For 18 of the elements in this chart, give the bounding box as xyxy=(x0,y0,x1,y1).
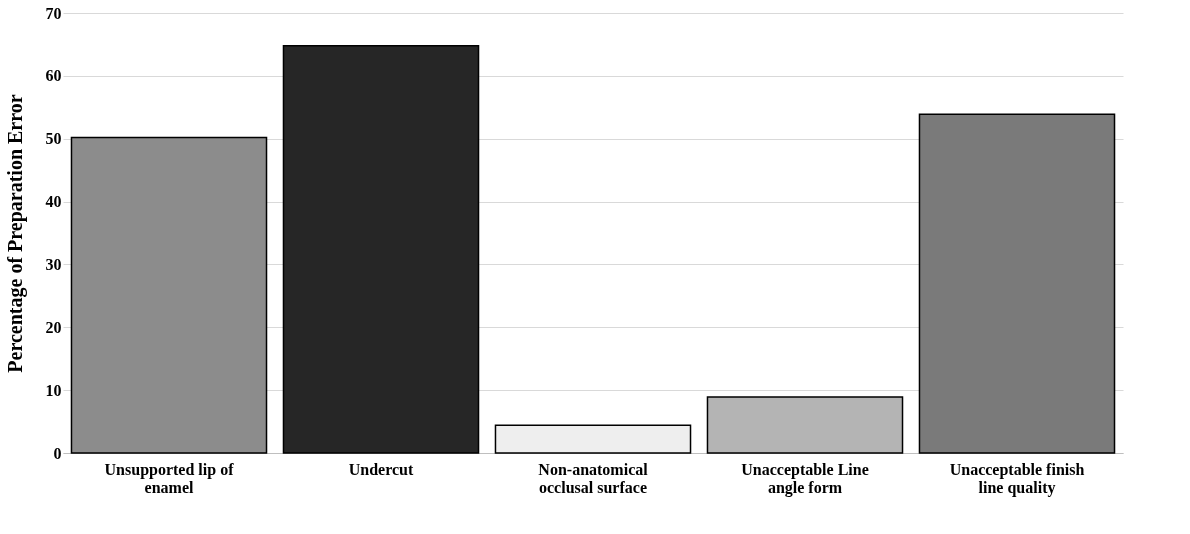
x-tick-label: Undercut xyxy=(348,460,414,478)
y-tick-label: 60 xyxy=(45,67,62,85)
x-tick-label: Non-anatomical occlusal surface xyxy=(538,460,649,496)
y-tick-label: 70 xyxy=(45,4,62,22)
bar xyxy=(282,44,480,454)
y-tick-label: 40 xyxy=(45,193,62,211)
y-tick-label: 10 xyxy=(45,381,62,399)
y-axis-title: Percentage of Preparation Error xyxy=(3,94,27,373)
y-tick-label: 30 xyxy=(45,255,62,273)
y-tick-label: 50 xyxy=(45,130,62,148)
bar xyxy=(918,113,1116,454)
bar xyxy=(70,136,268,454)
x-tick-label: Unacceptable finish line quality xyxy=(949,460,1085,497)
y-tick-label: 0 xyxy=(53,444,62,462)
y-tick-label: 20 xyxy=(45,318,62,336)
x-tick-label: Unsupported lip of enamel xyxy=(104,460,235,496)
bar xyxy=(494,424,692,454)
x-tick-label: Unacceptable Line angle form xyxy=(741,460,869,497)
